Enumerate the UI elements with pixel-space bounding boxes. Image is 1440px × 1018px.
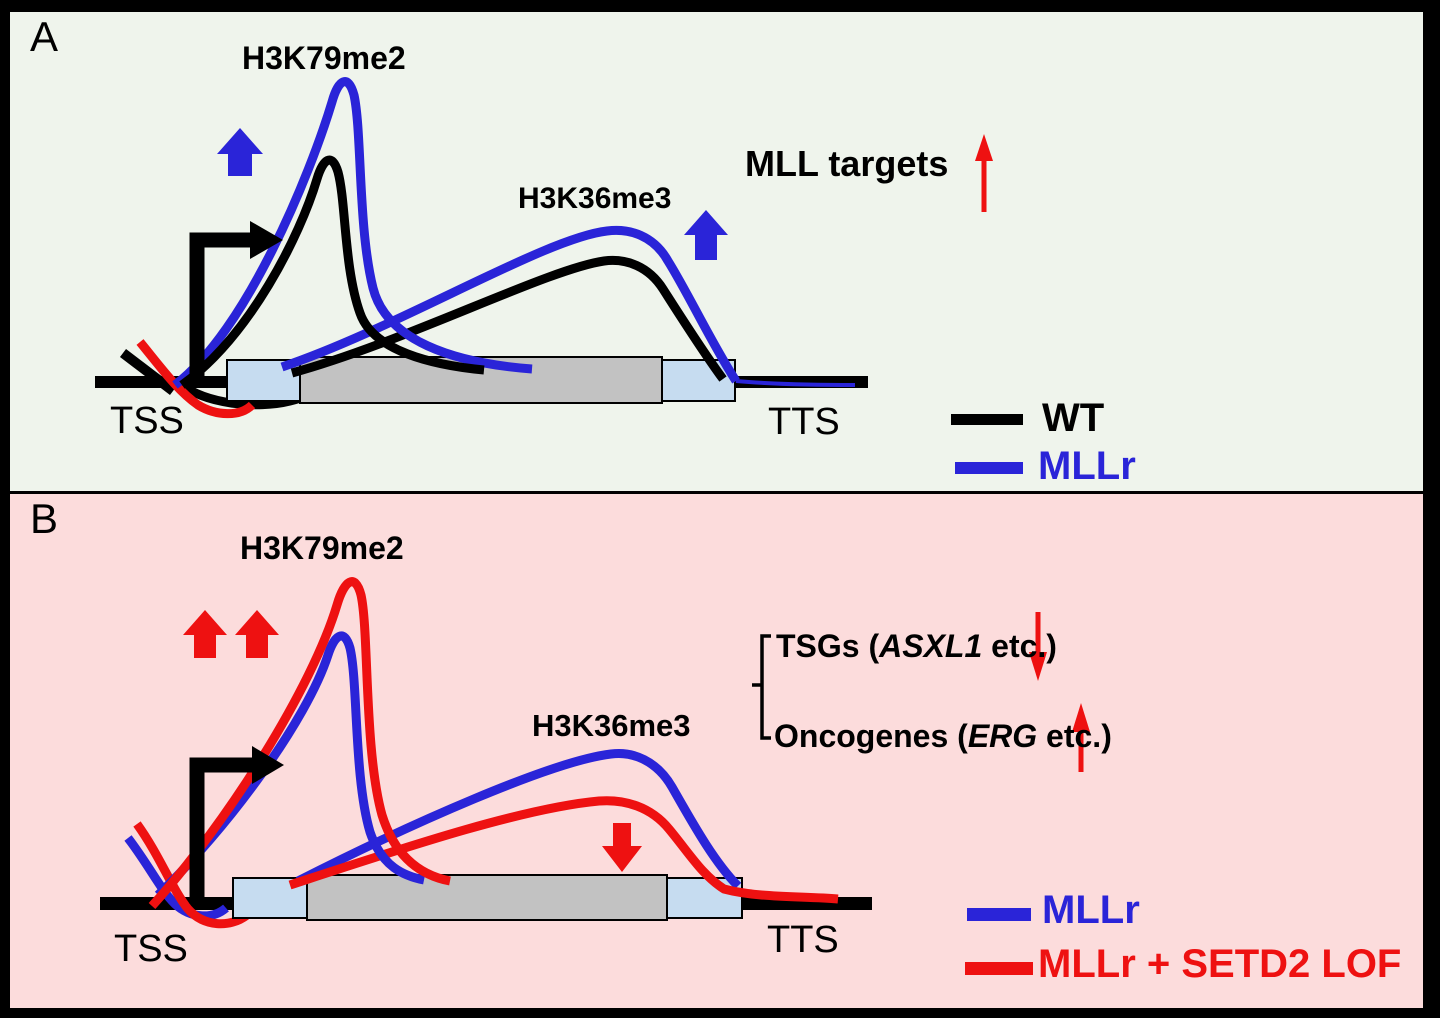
oncogene-suffix: etc.) <box>1037 718 1112 754</box>
tss-label-b: TSS <box>114 928 188 970</box>
annotation-bracket <box>752 634 771 740</box>
legend-swatch-setd2lof <box>965 962 1033 975</box>
panel-a-drawing <box>95 77 1023 474</box>
panel-b: B H3K79me2 H3K36me3 TSGs (ASXL1 etc.) On… <box>10 494 1423 1008</box>
tsg-suffix: etc.) <box>982 628 1057 664</box>
h3k36me3-up-block-arrow-icon <box>684 210 728 260</box>
legend-label-setd2lof: MLLr + SETD2 LOF <box>1038 942 1402 986</box>
h3k36me3-label-a: H3K36me3 <box>518 182 672 215</box>
legend-swatch-mllr <box>955 462 1023 474</box>
setd2lof-h3k36me3-curve <box>288 796 839 904</box>
panel-b-drawing <box>100 577 1090 975</box>
tts-label-a: TTS <box>768 401 840 443</box>
legend-label-mllr-a: MLLr <box>1038 444 1136 488</box>
tss-bent-arrow <box>189 232 250 388</box>
setd2lof-tss-dip-curve <box>133 821 250 929</box>
tss-bent-arrow <box>189 757 252 904</box>
tss-arrowhead-icon <box>250 221 283 259</box>
panel-a-letter: A <box>30 13 59 60</box>
legend-label-wt: WT <box>1042 396 1105 440</box>
mllr-h3k36me3-curve <box>295 748 742 890</box>
mllr-h3k79me2-curve <box>172 77 533 389</box>
h3k79me2-up-block-arrow-icon-1 <box>183 610 227 658</box>
oncogene-up-arrow-icon <box>1072 703 1090 732</box>
mllr-h3k36me3-curve <box>280 225 740 384</box>
tsg-prefix: TSGs ( <box>776 628 880 664</box>
gene-body-box <box>306 874 668 921</box>
tss-label-a: TSS <box>110 400 184 442</box>
oncogene-gene-name: ERG <box>967 718 1038 754</box>
tts-label-b: TTS <box>767 919 839 961</box>
legend-swatch-wt <box>951 414 1023 425</box>
oncogene-annotation: Oncogenes (ERG etc.) <box>774 720 1112 752</box>
h3k79me2-label-a: H3K79me2 <box>242 40 406 76</box>
oncogene-prefix: Oncogenes ( <box>774 718 968 754</box>
mllr-tss-dip-curve <box>124 835 229 921</box>
tsg-annotation: TSGs (ASXL1 etc.) <box>776 630 1057 662</box>
mll-targets-up-arrow-icon <box>975 134 993 161</box>
mll-targets-annotation: MLL targets <box>745 143 949 184</box>
wt-h3k79me2-curve <box>179 155 485 389</box>
legend-swatch-mllr <box>967 908 1031 921</box>
mllr-tts-tail <box>735 379 856 387</box>
panel-a: A H3K79me2 H3K36me3 MLL targets TSS TTS … <box>10 12 1423 491</box>
legend-label-mllr-b: MLLr <box>1042 888 1140 932</box>
utr-box-right <box>666 877 743 919</box>
panel-b-letter: B <box>30 495 59 542</box>
tss-arrowhead-icon <box>252 746 284 784</box>
h3k79me2-up-block-arrow-icon-2 <box>235 610 279 658</box>
wt-h3k36me3-curve <box>290 255 727 382</box>
h3k79me2-up-block-arrow-icon <box>217 128 263 176</box>
tsg-gene-name: ASXL1 <box>879 628 983 664</box>
h3k79me2-label-b: H3K79me2 <box>240 530 404 566</box>
h3k36me3-label-b: H3K36me3 <box>532 708 691 743</box>
h3k36me3-down-block-arrow-icon <box>602 823 642 872</box>
red-tss-dip-curve <box>136 339 256 419</box>
tsg-down-arrow-icon <box>1029 652 1047 681</box>
upstream-tick <box>119 349 177 395</box>
